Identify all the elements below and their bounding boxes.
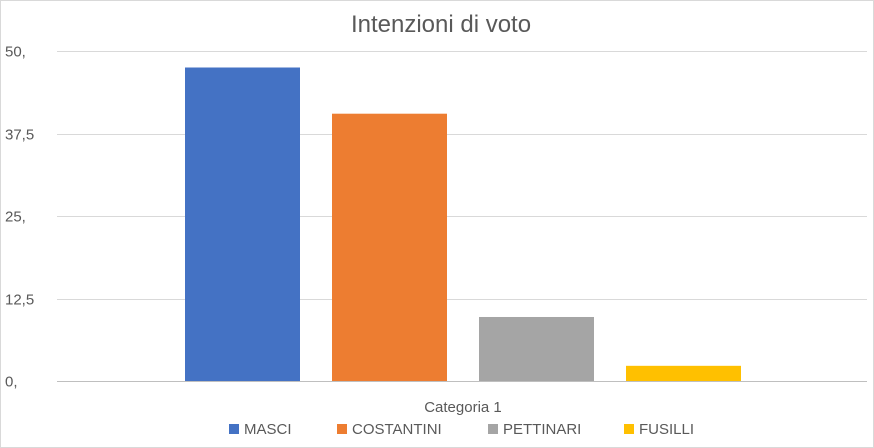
y-tick-label: 37,5: [5, 127, 34, 144]
y-axis-tick-labels: 0, 12,5 25, 37,5 50,: [5, 44, 34, 391]
legend-swatch-costantini: [337, 424, 347, 434]
x-axis-category-label: Categoria 1: [424, 399, 502, 416]
bar-costantini: [332, 113, 447, 381]
legend-label-costantini: COSTANTINI: [352, 421, 442, 438]
y-tick-label: 25,: [5, 209, 26, 226]
y-tick-label: 12,5: [5, 292, 34, 309]
gridlines: [57, 51, 867, 382]
legend-swatch-fusilli: [624, 424, 634, 434]
bar-fusilli: [626, 365, 741, 381]
legend: MASCI COSTANTINI PETTINARI FUSILLI: [229, 421, 694, 438]
bars: [185, 67, 741, 381]
legend-label-masci: MASCI: [244, 421, 292, 438]
bar-pettinari: [479, 316, 594, 381]
y-tick-label: 0,: [5, 374, 18, 391]
legend-swatch-masci: [229, 424, 239, 434]
chart-title: Intenzioni di voto: [351, 11, 531, 38]
y-tick-label: 50,: [5, 44, 26, 61]
legend-label-fusilli: FUSILLI: [639, 421, 694, 438]
legend-swatch-pettinari: [488, 424, 498, 434]
legend-label-pettinari: PETTINARI: [503, 421, 581, 438]
bar-masci: [185, 67, 300, 381]
